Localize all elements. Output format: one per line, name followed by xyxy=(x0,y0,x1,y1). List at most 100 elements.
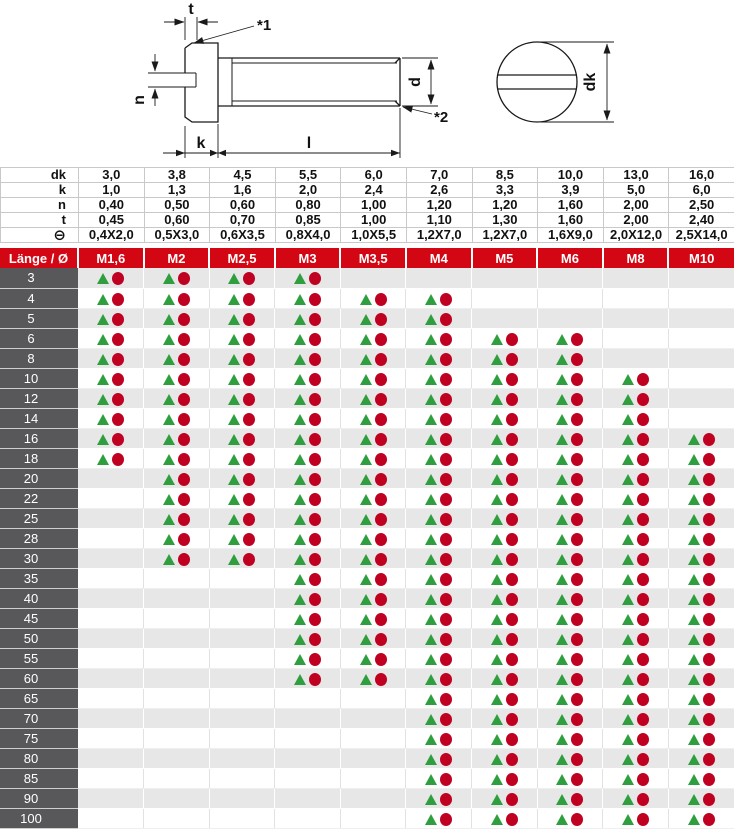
length-cell: 16 xyxy=(0,428,78,449)
availability-cell xyxy=(471,328,538,349)
available-triangle-icon xyxy=(687,653,700,665)
availability-markers xyxy=(162,452,190,466)
matrix-column-header: M1,6 xyxy=(78,248,145,268)
length-cell: 100 xyxy=(0,808,78,829)
availability-cell xyxy=(143,768,210,789)
availability-cell xyxy=(78,728,145,749)
availability-markers xyxy=(556,772,584,786)
availability-cell xyxy=(537,348,604,369)
matrix-row: 28 xyxy=(0,528,734,549)
availability-markers xyxy=(425,452,453,466)
available-triangle-icon xyxy=(687,693,700,705)
availability-cell xyxy=(274,288,341,309)
available-circle-icon xyxy=(571,692,584,706)
available-triangle-icon xyxy=(359,493,372,505)
available-circle-icon xyxy=(374,552,387,566)
available-triangle-icon xyxy=(359,453,372,465)
matrix-row: 60 xyxy=(0,668,734,689)
availability-markers xyxy=(359,412,387,426)
availability-markers xyxy=(556,492,584,506)
available-triangle-icon xyxy=(162,293,175,305)
availability-markers xyxy=(228,532,256,546)
availability-cell xyxy=(78,408,145,429)
dims-value-cell: 0,6X3,5 xyxy=(209,227,276,243)
availability-cell xyxy=(209,428,276,449)
available-circle-icon xyxy=(440,632,453,646)
availability-cell xyxy=(602,368,669,389)
availability-cell xyxy=(471,808,538,829)
available-circle-icon xyxy=(440,412,453,426)
screw-head-top-view xyxy=(496,41,578,123)
availability-cell xyxy=(471,528,538,549)
available-triangle-icon xyxy=(622,573,635,585)
availability-cell xyxy=(340,288,407,309)
availability-markers xyxy=(556,412,584,426)
availability-cell xyxy=(78,668,145,689)
availability-markers xyxy=(622,812,650,826)
availability-cell xyxy=(405,348,473,369)
available-triangle-icon xyxy=(490,333,503,345)
available-circle-icon xyxy=(702,712,715,726)
available-triangle-icon xyxy=(687,573,700,585)
availability-markers xyxy=(97,412,125,426)
availability-cell xyxy=(537,508,604,529)
availability-markers xyxy=(556,692,584,706)
availability-markers xyxy=(359,632,387,646)
availability-cell xyxy=(209,308,276,329)
availability-cell xyxy=(340,508,407,529)
availability-cell xyxy=(274,648,341,669)
availability-markers xyxy=(162,372,190,386)
availability-cell xyxy=(340,708,407,729)
availability-cell xyxy=(274,688,341,709)
availability-cell xyxy=(537,428,604,449)
available-circle-icon xyxy=(440,532,453,546)
available-circle-icon xyxy=(177,532,190,546)
available-triangle-icon xyxy=(97,333,110,345)
available-triangle-icon xyxy=(556,453,569,465)
available-circle-icon xyxy=(571,612,584,626)
matrix-row: 100 xyxy=(0,808,734,829)
available-triangle-icon xyxy=(622,713,635,725)
available-triangle-icon xyxy=(622,793,635,805)
available-circle-icon xyxy=(637,772,650,786)
availability-markers xyxy=(97,392,125,406)
available-circle-icon xyxy=(112,332,125,346)
matrix-row: 20 xyxy=(0,468,734,489)
availability-cell xyxy=(340,268,407,289)
availability-cell xyxy=(405,748,473,769)
availability-markers xyxy=(97,272,125,286)
available-triangle-icon xyxy=(556,353,569,365)
available-circle-icon xyxy=(309,372,322,386)
availability-cell xyxy=(209,468,276,489)
availability-markers xyxy=(490,492,518,506)
length-cell: 3 xyxy=(0,268,78,289)
available-triangle-icon xyxy=(359,633,372,645)
length-cell: 40 xyxy=(0,588,78,609)
dims-value-cell: 2,4 xyxy=(340,182,407,198)
available-triangle-icon xyxy=(359,533,372,545)
availability-cell xyxy=(78,448,145,469)
available-circle-icon xyxy=(374,392,387,406)
available-circle-icon xyxy=(702,552,715,566)
length-cell: 8 xyxy=(0,348,78,369)
availability-markers xyxy=(425,672,453,686)
available-circle-icon xyxy=(112,392,125,406)
availability-markers xyxy=(425,512,453,526)
available-triangle-icon xyxy=(556,653,569,665)
dims-value-cell: 0,60 xyxy=(143,212,211,228)
available-triangle-icon xyxy=(556,773,569,785)
available-triangle-icon xyxy=(490,353,503,365)
availability-cell xyxy=(274,348,341,369)
screw-slot-top-view xyxy=(497,74,577,90)
availability-cell xyxy=(143,528,210,549)
available-triangle-icon xyxy=(622,773,635,785)
matrix-row: 40 xyxy=(0,588,734,609)
available-triangle-icon xyxy=(162,413,175,425)
availability-markers xyxy=(622,432,650,446)
availability-markers xyxy=(490,772,518,786)
availability-markers xyxy=(556,792,584,806)
availability-cell xyxy=(209,728,276,749)
screw-head-outline xyxy=(184,42,219,123)
available-triangle-icon xyxy=(228,533,241,545)
matrix-column-header: M3 xyxy=(274,248,342,268)
